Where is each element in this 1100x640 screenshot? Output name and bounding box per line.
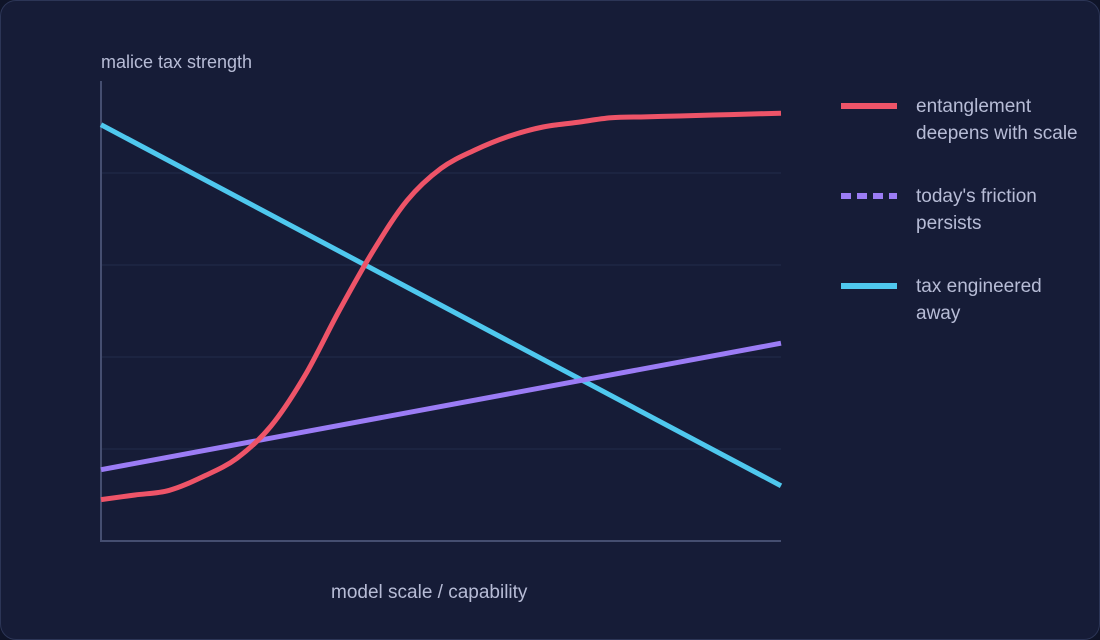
legend-swatch [841, 98, 897, 109]
legend-label: today's friction persists [916, 186, 1037, 234]
x-axis-label: model scale / capability [331, 582, 528, 603]
legend: entanglement deepens with scale today's f… [841, 93, 1099, 363]
legend-swatch [841, 278, 897, 289]
series-line-tax-engineered [99, 122, 783, 489]
legend-label: entanglement deepens with scale [916, 96, 1078, 144]
legend-item-entanglement: entanglement deepens with scale [841, 93, 1099, 183]
legend-item-tax-engineered: tax engineered away [841, 273, 1099, 363]
series-line-entanglement [100, 110, 782, 503]
legend-label: tax engineered away [916, 276, 1042, 324]
legend-item-today-s-friction: today's friction persists [841, 183, 1099, 273]
legend-swatch [841, 188, 897, 199]
series-line-today-s-friction [100, 340, 782, 473]
y-axis-label: malice tax strength [101, 52, 253, 72]
